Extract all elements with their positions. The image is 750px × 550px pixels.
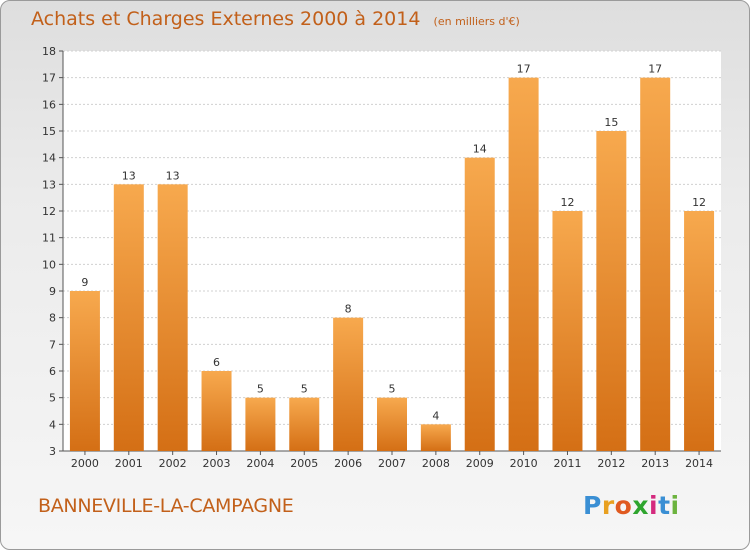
x-tick-label: 2010 (510, 457, 538, 470)
data-label: 8 (345, 303, 352, 316)
bar (113, 184, 144, 452)
bar (508, 77, 539, 452)
data-label: 15 (604, 116, 618, 129)
bar (684, 211, 715, 451)
logo-letter: P (583, 491, 602, 520)
x-tick-label: 2008 (422, 457, 450, 470)
bar (289, 397, 320, 451)
y-tick-label: 13 (42, 178, 56, 191)
y-tick-label: 7 (49, 338, 56, 351)
y-tick-label: 17 (42, 72, 56, 85)
data-label: 12 (560, 196, 574, 209)
y-tick-label: 5 (49, 392, 56, 405)
proxiti-logo: Proxiti (583, 491, 680, 520)
bar (377, 397, 407, 451)
y-tick-label: 3 (49, 445, 56, 458)
bar (640, 77, 671, 452)
y-tick-label: 18 (42, 45, 56, 58)
y-tick-label: 12 (42, 205, 56, 218)
x-tick-label: 2000 (71, 457, 99, 470)
logo-letter: i (649, 491, 659, 520)
y-tick-label: 11 (42, 232, 56, 245)
x-tick-label: 2014 (685, 457, 713, 470)
bar (157, 184, 188, 452)
data-label: 5 (301, 383, 308, 396)
x-tick-label: 2007 (378, 457, 406, 470)
bar (464, 157, 495, 451)
commune-name: BANNEVILLE-LA-CAMPAGNE (38, 495, 294, 517)
x-tick-label: 2006 (334, 457, 362, 470)
y-tick-label: 10 (42, 258, 56, 271)
bar (596, 131, 627, 451)
data-label: 9 (81, 276, 88, 289)
y-tick-label: 14 (42, 152, 56, 165)
x-tick-label: 2004 (246, 457, 274, 470)
y-tick-label: 15 (42, 125, 56, 138)
x-tick-label: 2003 (203, 457, 231, 470)
bar (333, 317, 364, 451)
data-label: 13 (122, 169, 136, 182)
bar (420, 424, 451, 451)
chart-title: Achats et Charges Externes 2000 à 2014 (31, 8, 421, 30)
x-tick-label: 2011 (553, 457, 581, 470)
data-label: 17 (517, 63, 531, 76)
data-label: 14 (473, 143, 487, 156)
x-tick-label: 2001 (115, 457, 143, 470)
logo-letter: i (670, 491, 680, 520)
data-label: 4 (432, 409, 439, 422)
chart-subtitle: (en milliers d'€) (433, 15, 520, 28)
logo-letter: t (658, 491, 671, 520)
bar (69, 291, 100, 451)
data-label: 17 (648, 63, 662, 76)
bar (201, 371, 232, 451)
x-tick-label: 2013 (641, 457, 669, 470)
x-tick-label: 2012 (597, 457, 625, 470)
bar (552, 211, 583, 451)
x-tick-label: 2005 (290, 457, 318, 470)
logo-letter: x (632, 491, 649, 520)
title-row: Achats et Charges Externes 2000 à 2014 (… (31, 8, 520, 30)
bar (245, 397, 276, 451)
x-tick-label: 2009 (466, 457, 494, 470)
logo-letter: o (614, 491, 633, 520)
data-label: 5 (257, 383, 264, 396)
x-tick-label: 2002 (159, 457, 187, 470)
y-tick-label: 8 (49, 312, 56, 325)
data-label: 6 (213, 356, 220, 369)
data-label: 12 (692, 196, 706, 209)
y-tick-label: 9 (49, 285, 56, 298)
data-label: 5 (389, 383, 396, 396)
y-tick-label: 6 (49, 365, 56, 378)
data-label: 13 (166, 169, 180, 182)
logo-letter: r (601, 491, 615, 520)
y-tick-label: 4 (49, 418, 56, 431)
y-tick-label: 16 (42, 98, 56, 111)
